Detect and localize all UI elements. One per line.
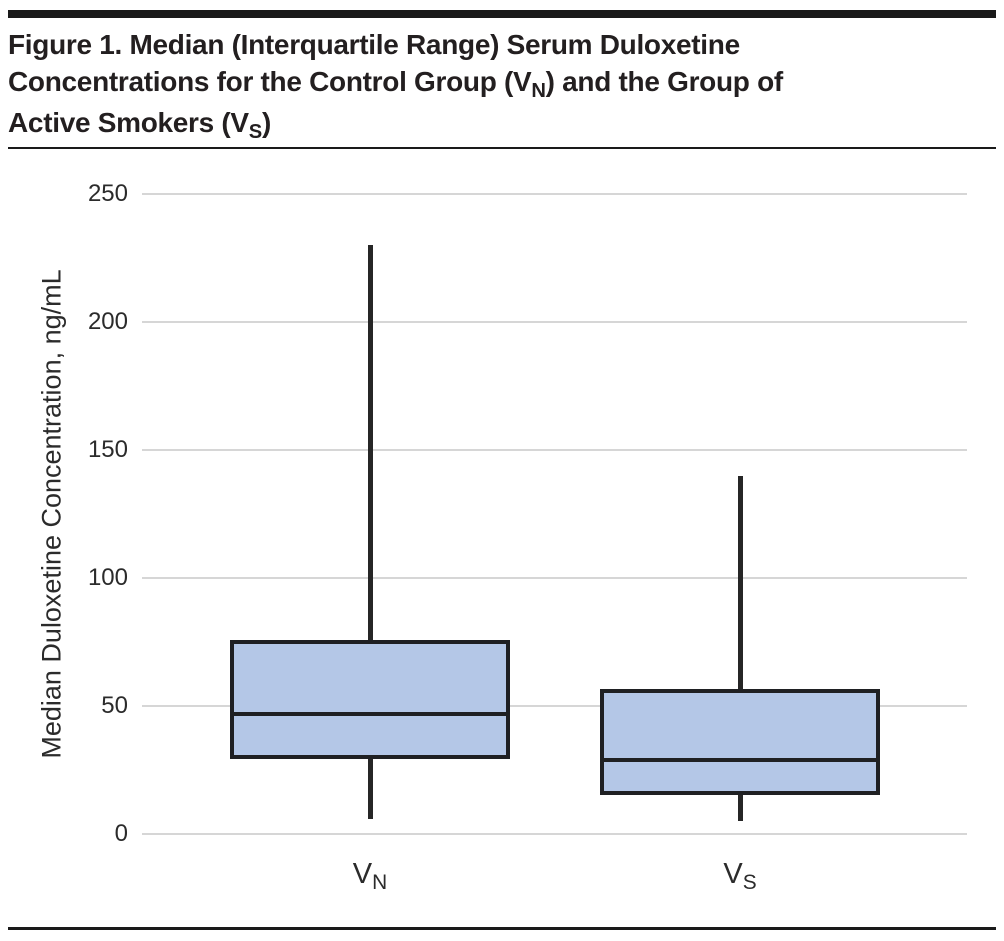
figure-title-line1: Figure 1. Median (Interquartile Range) S… (8, 29, 740, 60)
y-tick-label-50: 50 (101, 692, 128, 719)
y-tick-label-200: 200 (87, 308, 128, 335)
subscript-n: N (531, 79, 546, 102)
category-label-VN: VN (290, 858, 450, 894)
y-tick-label-150: 150 (87, 436, 128, 463)
median-line-VS (601, 757, 879, 762)
gridline-0 (142, 833, 967, 835)
gridline-50 (142, 705, 967, 707)
y-axis-label: Median Duloxetine Concentration, ng/mL (36, 269, 67, 759)
category-base: V (352, 858, 373, 890)
gridline-100 (142, 577, 967, 579)
y-tick-label-250: 250 (87, 180, 128, 207)
y-tick-label-0: 0 (114, 820, 128, 847)
box-VN (230, 640, 510, 760)
figure-title-line2: Concentrations for the Control Group (VN… (8, 66, 783, 102)
bottom-rule (8, 927, 996, 930)
category-label-VS: VS (660, 858, 820, 894)
category-subscript: S (742, 870, 757, 894)
top-rule (8, 10, 996, 18)
whisker-VS (738, 475, 743, 822)
y-tick-label-100: 100 (87, 564, 128, 591)
figure-title-line3: Active Smokers (VS) (8, 107, 271, 143)
figure-title: Figure 1. Median (Interquartile Range) S… (8, 26, 1000, 145)
gridline-250 (142, 193, 967, 195)
box-VS (600, 688, 880, 796)
whisker-VN (368, 245, 373, 819)
median-line-VN (231, 711, 509, 716)
category-subscript: N (372, 870, 388, 894)
category-base: V (723, 858, 743, 890)
gridline-150 (142, 449, 967, 451)
title-separator-rule (8, 147, 996, 149)
subscript-s: S (248, 120, 262, 143)
gridline-200 (142, 321, 967, 323)
